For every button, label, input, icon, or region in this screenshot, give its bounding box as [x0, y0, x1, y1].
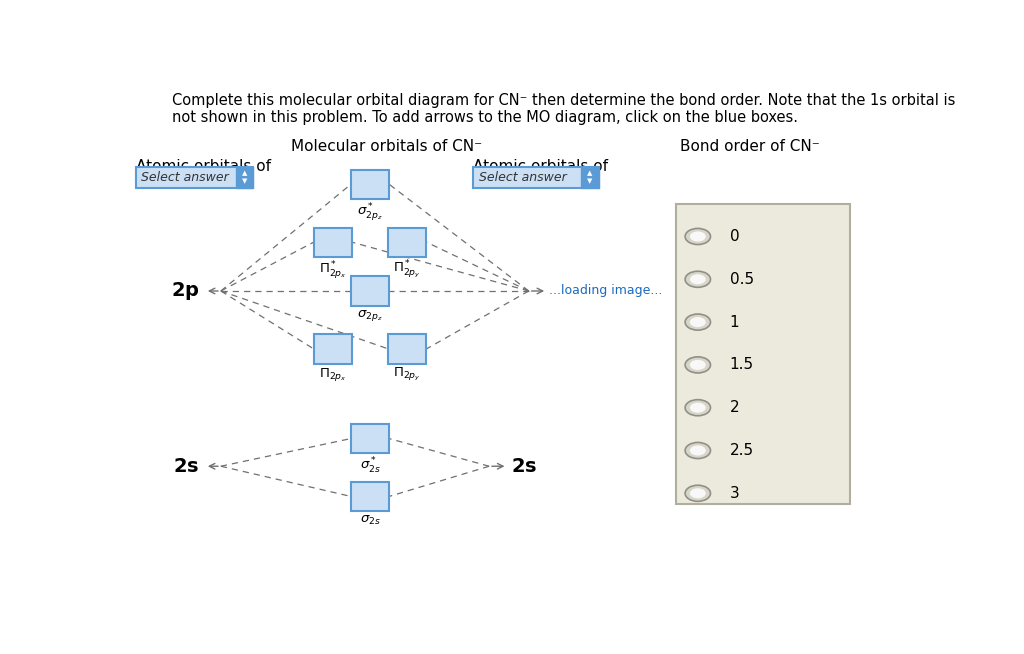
- FancyBboxPatch shape: [313, 228, 352, 257]
- Text: $\Pi^*_{2p_y}$: $\Pi^*_{2p_y}$: [393, 259, 421, 281]
- Circle shape: [690, 360, 706, 370]
- Circle shape: [685, 357, 711, 373]
- FancyBboxPatch shape: [136, 167, 253, 188]
- Text: $\mathbf{2s}$: $\mathbf{2s}$: [511, 456, 537, 475]
- FancyBboxPatch shape: [313, 334, 352, 364]
- FancyBboxPatch shape: [388, 228, 426, 257]
- Text: 1.5: 1.5: [729, 357, 754, 372]
- FancyBboxPatch shape: [351, 424, 389, 453]
- Text: $\Pi^*_{2p_x}$: $\Pi^*_{2p_x}$: [318, 259, 347, 281]
- Text: Select answer: Select answer: [479, 171, 566, 184]
- Text: $\sigma_{2s}$: $\sigma_{2s}$: [359, 513, 381, 526]
- Circle shape: [690, 403, 706, 413]
- Circle shape: [690, 274, 706, 284]
- Text: ▲: ▲: [587, 171, 593, 177]
- Text: 1: 1: [729, 315, 739, 330]
- Text: ▼: ▼: [242, 179, 248, 184]
- Text: Atomic orbitals of: Atomic orbitals of: [136, 159, 271, 174]
- Circle shape: [685, 443, 711, 458]
- Text: Atomic orbitals of: Atomic orbitals of: [473, 159, 608, 174]
- FancyBboxPatch shape: [236, 167, 253, 188]
- FancyBboxPatch shape: [351, 482, 389, 511]
- Text: $\sigma^*_{2s}$: $\sigma^*_{2s}$: [359, 456, 381, 475]
- FancyBboxPatch shape: [582, 167, 599, 188]
- Circle shape: [685, 228, 711, 245]
- Text: Select answer: Select answer: [141, 171, 229, 184]
- Circle shape: [685, 314, 711, 330]
- Text: ...loading image...: ...loading image...: [549, 284, 662, 298]
- Circle shape: [690, 445, 706, 456]
- Text: ▲: ▲: [242, 171, 248, 177]
- Text: $\sigma_{2p_z}$: $\sigma_{2p_z}$: [357, 308, 383, 323]
- Text: $\mathbf{2s}$: $\mathbf{2s}$: [173, 456, 200, 475]
- Circle shape: [685, 400, 711, 416]
- Text: $\Pi_{2p_x}$: $\Pi_{2p_x}$: [318, 366, 347, 383]
- Text: $\Pi_{2p_y}$: $\Pi_{2p_y}$: [393, 366, 421, 383]
- Circle shape: [685, 485, 711, 502]
- Text: Molecular orbitals of CN⁻: Molecular orbitals of CN⁻: [291, 139, 482, 154]
- Text: 0: 0: [729, 229, 739, 244]
- Circle shape: [690, 232, 706, 241]
- Text: Bond order of CN⁻: Bond order of CN⁻: [680, 139, 819, 154]
- Text: $\mathbf{2p}$: $\mathbf{2p}$: [171, 280, 200, 302]
- Circle shape: [690, 317, 706, 327]
- FancyBboxPatch shape: [351, 277, 389, 305]
- Text: ▼: ▼: [587, 179, 593, 184]
- FancyBboxPatch shape: [676, 204, 850, 504]
- Text: 0.5: 0.5: [729, 272, 754, 287]
- Text: $\sigma^*_{2p_z}$: $\sigma^*_{2p_z}$: [357, 201, 383, 224]
- Text: 2.5: 2.5: [729, 443, 754, 458]
- Text: 3: 3: [729, 486, 739, 501]
- FancyBboxPatch shape: [351, 169, 389, 199]
- Circle shape: [690, 489, 706, 498]
- Text: Complete this molecular orbital diagram for CN⁻ then determine the bond order. N: Complete this molecular orbital diagram …: [172, 93, 955, 125]
- Text: 2: 2: [729, 400, 739, 415]
- Circle shape: [685, 271, 711, 287]
- FancyBboxPatch shape: [388, 334, 426, 364]
- FancyBboxPatch shape: [473, 167, 599, 188]
